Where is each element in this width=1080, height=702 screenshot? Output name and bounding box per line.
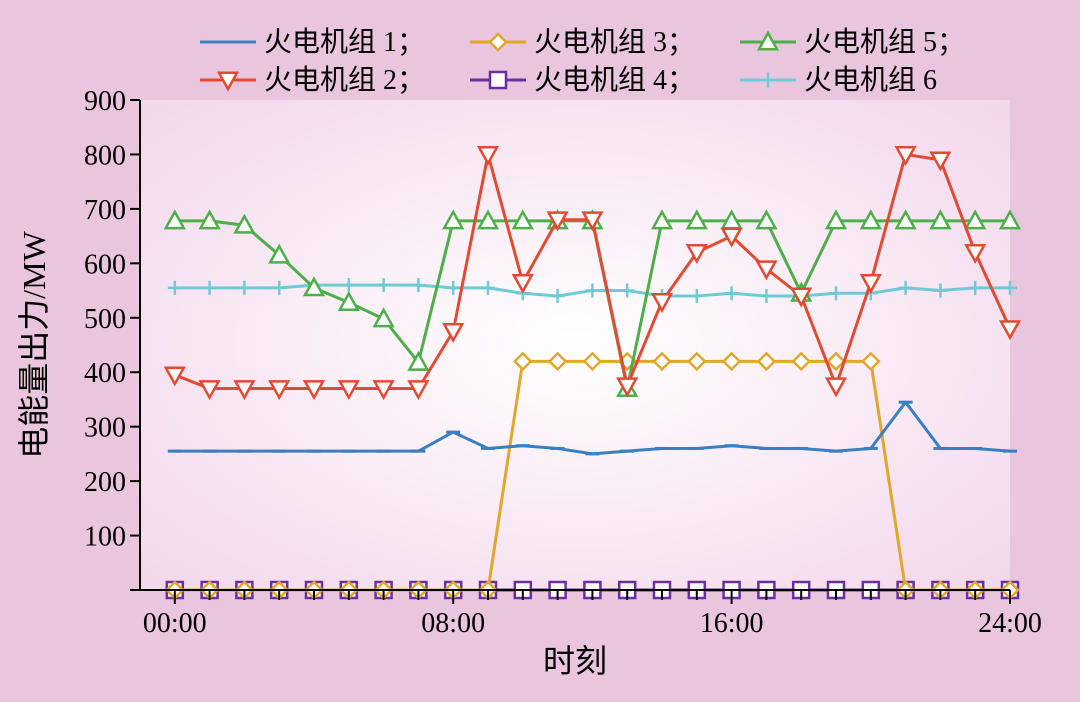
y-tick-label: 700 bbox=[84, 195, 126, 226]
y-tick-label: 500 bbox=[84, 304, 126, 335]
legend-label: 火电机组 2； bbox=[264, 64, 425, 96]
y-tick-label: 300 bbox=[84, 413, 126, 444]
x-tick-label: 00:00 bbox=[143, 608, 207, 639]
legend-label: 火电机组 3； bbox=[534, 26, 695, 58]
x-tick-label: 16:00 bbox=[700, 608, 764, 639]
x-axis-label: 时刻 bbox=[543, 643, 607, 679]
legend-label: 火电机组 4； bbox=[534, 64, 695, 96]
y-tick-label: 100 bbox=[84, 522, 126, 553]
chart-container: 100 200 300 400 500 600 700 800 900 00:00 08:00 16:… bbox=[0, 0, 1080, 702]
y-tick-label: 800 bbox=[84, 140, 126, 171]
y-tick-label: 900 bbox=[84, 86, 126, 117]
y-axis-label: 电能量出力/MW bbox=[16, 230, 52, 458]
legend-label: 火电机组 6 bbox=[804, 64, 937, 96]
legend-label: 火电机组 5； bbox=[804, 26, 965, 58]
y-tick-label: 400 bbox=[84, 358, 126, 389]
y-tick-label: 600 bbox=[84, 249, 126, 280]
legend-label: 火电机组 1； bbox=[264, 26, 425, 58]
x-tick-label: 24:00 bbox=[978, 608, 1042, 639]
y-tick-label: 200 bbox=[84, 467, 126, 498]
x-tick-label: 08:00 bbox=[421, 608, 485, 639]
